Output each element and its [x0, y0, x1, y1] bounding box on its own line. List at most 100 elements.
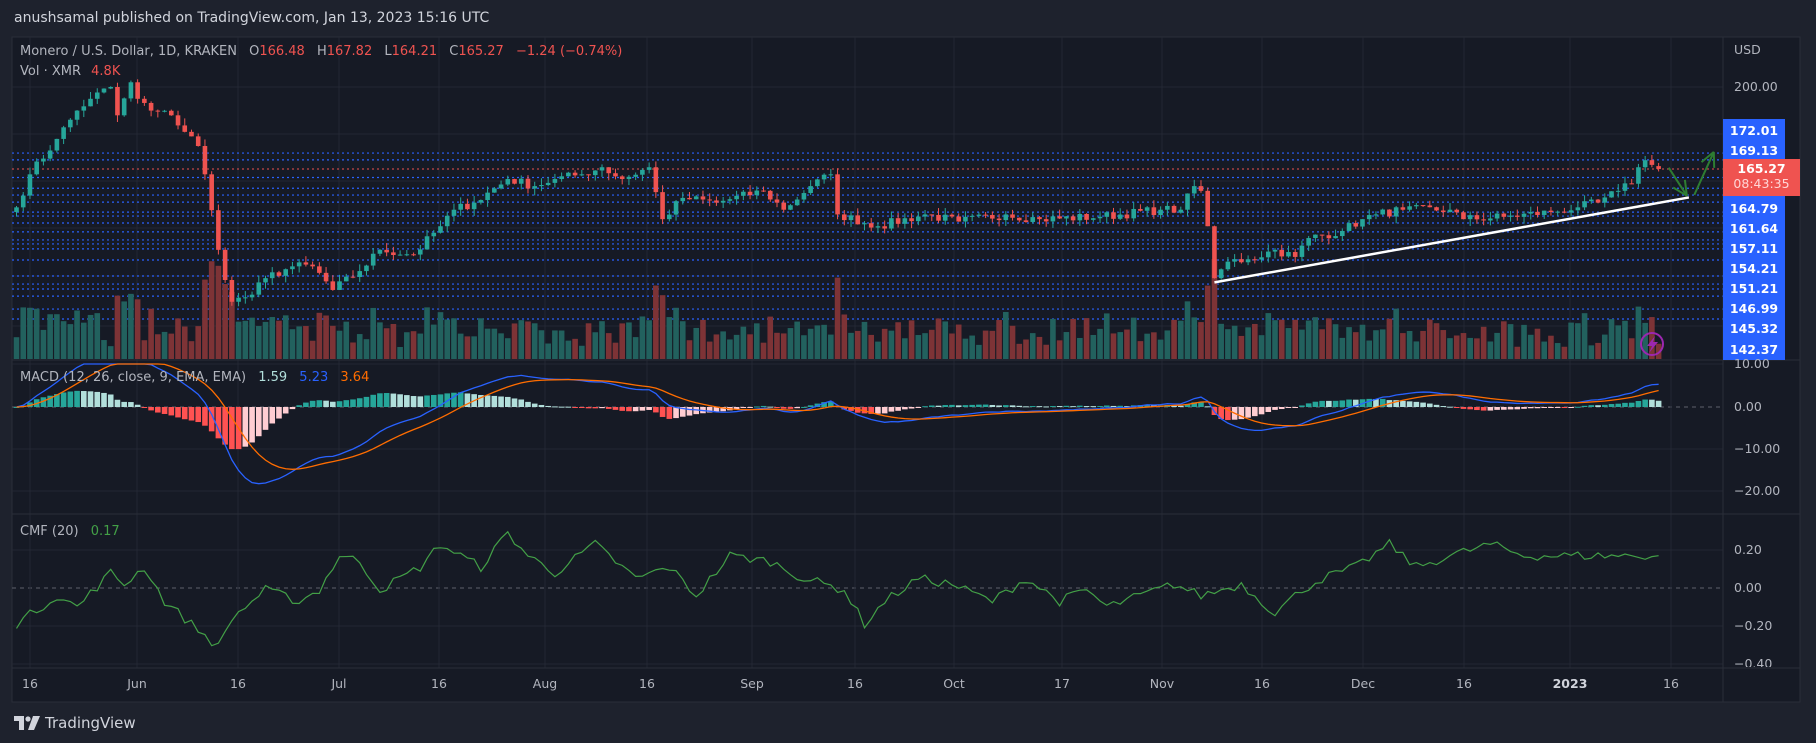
macd-histogram-bar [397, 394, 403, 407]
candle-body [1420, 205, 1426, 207]
candle-body [532, 186, 538, 189]
macd-histogram-bar [1608, 404, 1615, 407]
volume-bar [235, 321, 242, 359]
currency-label[interactable]: USD [1734, 42, 1761, 57]
lightning-icon[interactable] [1640, 332, 1664, 356]
low-value: 164.21 [391, 44, 438, 59]
macd-histogram-bar [242, 407, 249, 447]
candle-body [815, 179, 820, 187]
symbol-legend[interactable]: Monero / U.S. Dollar, 1D, KRAKEN O166.48… [20, 44, 622, 59]
volume-bar [1097, 328, 1103, 359]
candle-body [202, 146, 208, 175]
candle-body [1528, 211, 1534, 214]
volume-bar [1420, 330, 1426, 359]
candle-body [963, 216, 968, 222]
candle-body [1091, 218, 1096, 220]
macd-histogram-bar [1083, 406, 1090, 408]
volume-bar [1541, 341, 1548, 359]
candle-body [1508, 215, 1513, 217]
candle-body [115, 87, 120, 116]
macd-histogram-bar [720, 407, 726, 412]
volume-bar [619, 323, 625, 359]
drawings[interactable] [1214, 151, 1716, 284]
macd-tick: −20.00 [1734, 483, 1781, 498]
macd-histogram-bar [673, 407, 679, 419]
symbol-name[interactable]: Monero / U.S. Dollar, 1D, KRAKEN [20, 44, 237, 59]
macd-legend[interactable]: MACD (12, 26, close, 9, EMA, EMA) 1.59 5… [20, 370, 369, 385]
macd-histogram-bar [1184, 404, 1191, 407]
volume-bar [558, 330, 565, 359]
candle-body [471, 202, 477, 210]
tradingview-logo[interactable]: TradingView [14, 714, 136, 732]
volume-bar [202, 279, 208, 359]
volume-bar [1056, 340, 1063, 359]
price-level-label: 142.37 [1729, 342, 1779, 357]
candle-body [1615, 190, 1621, 192]
high-value: 167.82 [326, 44, 373, 59]
candle-body [384, 249, 389, 253]
candle-body [1514, 215, 1520, 217]
candle-body [1494, 213, 1500, 219]
volume-bar [1346, 327, 1352, 359]
time-tick: 16 [1663, 676, 1679, 691]
macd-histogram-bar [1198, 402, 1204, 407]
macd-histogram-bar [1628, 402, 1635, 407]
candle-body [1077, 213, 1083, 221]
candle-body [1319, 234, 1325, 236]
macd-histogram-bar [579, 407, 585, 408]
candle-body [94, 92, 100, 99]
macd-histogram-bar [175, 407, 181, 418]
macd-histogram-bar [1245, 407, 1251, 418]
macd-histogram-bar [161, 407, 168, 414]
candle-body [283, 269, 288, 276]
candle-body [1535, 211, 1540, 215]
volume-bar [484, 328, 491, 359]
candle-body [902, 218, 908, 224]
candle-body [1461, 212, 1466, 220]
candle-body [828, 174, 834, 176]
candle-body [1575, 207, 1581, 211]
volume-bar [121, 301, 127, 359]
volume-bar [1238, 335, 1245, 359]
candle-body [1393, 207, 1399, 217]
macd-histogram-bar [168, 407, 175, 416]
candle-body [734, 195, 739, 200]
macd-histogram-bar [895, 407, 901, 411]
macd-histogram-bar [754, 406, 760, 408]
macd-histogram-bar [612, 407, 619, 410]
candle-body [1353, 223, 1359, 227]
trendline [1214, 196, 1690, 284]
volume-legend[interactable]: Vol · XMR 4.8K [20, 64, 120, 79]
volume-bar [834, 277, 841, 359]
volume-bar [134, 299, 141, 359]
price-level-label: 154.21 [1729, 261, 1779, 276]
candle-body [1171, 205, 1177, 213]
candle-body [458, 203, 463, 210]
macd-histogram-bar [1063, 405, 1070, 407]
candle-body [209, 174, 214, 211]
volume-bar [552, 330, 558, 359]
volume-bar [390, 323, 397, 359]
candle-body [512, 179, 517, 184]
macd-histogram-bar [484, 395, 491, 407]
macd-histogram-bar [1117, 405, 1124, 407]
volume-bar [430, 324, 437, 359]
time-tick: 16 [22, 676, 38, 691]
candle-body [81, 106, 87, 111]
macd-histogram-bar [1070, 406, 1076, 408]
volume-bar [693, 327, 700, 359]
volume-bar [1649, 317, 1655, 359]
candle-body [1030, 217, 1036, 222]
volume-bar [1366, 340, 1373, 359]
macd-histogram-bar [619, 407, 625, 411]
macd-tick: 10.00 [1734, 356, 1770, 371]
volume-bar [1252, 323, 1258, 359]
candle-body [296, 262, 302, 267]
volume-bar [1427, 319, 1433, 359]
candle-body [391, 252, 396, 256]
candle-body [1057, 216, 1062, 219]
macd-histogram-bar [296, 405, 302, 407]
volume-bar [982, 330, 989, 359]
cmf-legend[interactable]: CMF (20) 0.17 [20, 524, 120, 539]
